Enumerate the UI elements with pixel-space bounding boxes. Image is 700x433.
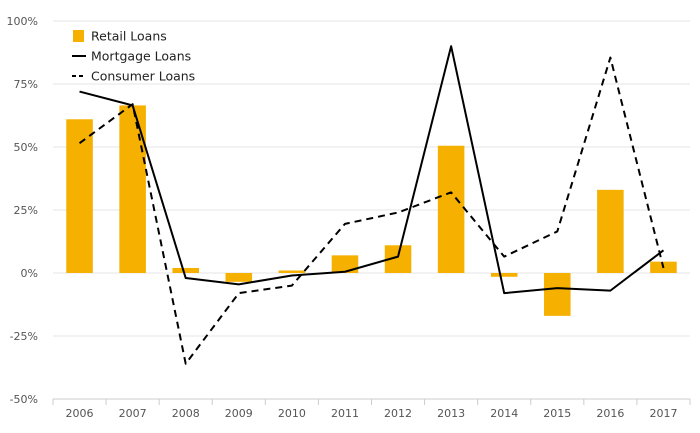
- legend-label: Mortgage Loans: [91, 49, 191, 64]
- bar-retail-loans: [119, 105, 146, 273]
- x-tick-label: 2017: [649, 407, 677, 420]
- x-tick-label: 2015: [543, 407, 571, 420]
- x-tick-label: 2009: [225, 407, 253, 420]
- bar-retail-loans: [172, 267, 199, 273]
- bars: [66, 105, 677, 316]
- axes: -50% -25% 0% 25% 50% 75% 100% 2006 2007 2008 2009 2…: [7, 15, 691, 420]
- bar-retail-loans: [225, 273, 253, 282]
- line-mortgage-loans: [79, 45, 665, 295]
- legend-swatch-retail-loans: [73, 30, 84, 42]
- legend-label: Consumer Loans: [91, 69, 195, 84]
- x-tick-label: 2008: [172, 407, 200, 420]
- grid: [53, 20, 690, 400]
- y-tick-label: 25%: [14, 204, 38, 217]
- x-tick-label: 2006: [66, 407, 94, 420]
- bar-retail-loans: [544, 273, 571, 316]
- y-tick-label: 50%: [14, 141, 38, 154]
- bar-retail-loans: [597, 189, 624, 273]
- y-tick-label: -50%: [10, 393, 38, 406]
- x-tick-label: 2007: [119, 407, 147, 420]
- legend: Retail Loans Mortgage Loans Consumer Loans: [72, 29, 195, 84]
- bar-retail-loans: [437, 145, 465, 273]
- x-tick-label: 2016: [596, 407, 624, 420]
- y-tick-label: -25%: [10, 330, 38, 343]
- bar-retail-loans: [278, 270, 306, 273]
- bar-retail-loans: [331, 255, 359, 273]
- legend-label: Retail Loans: [91, 29, 167, 44]
- bar-retail-loans: [66, 119, 93, 273]
- x-tick-label: 2013: [437, 407, 465, 420]
- y-tick-label: 0%: [21, 267, 38, 280]
- y-tick-label: 75%: [14, 78, 38, 91]
- y-tick-label: 100%: [7, 15, 38, 28]
- x-tick-label: 2012: [384, 407, 412, 420]
- lines: [78, 45, 665, 365]
- x-tick-label: 2011: [331, 407, 359, 420]
- bar-retail-loans: [490, 273, 518, 277]
- x-tick-label: 2014: [490, 407, 518, 420]
- line-consumer-loans: [78, 56, 665, 365]
- x-tick-label: 2010: [278, 407, 306, 420]
